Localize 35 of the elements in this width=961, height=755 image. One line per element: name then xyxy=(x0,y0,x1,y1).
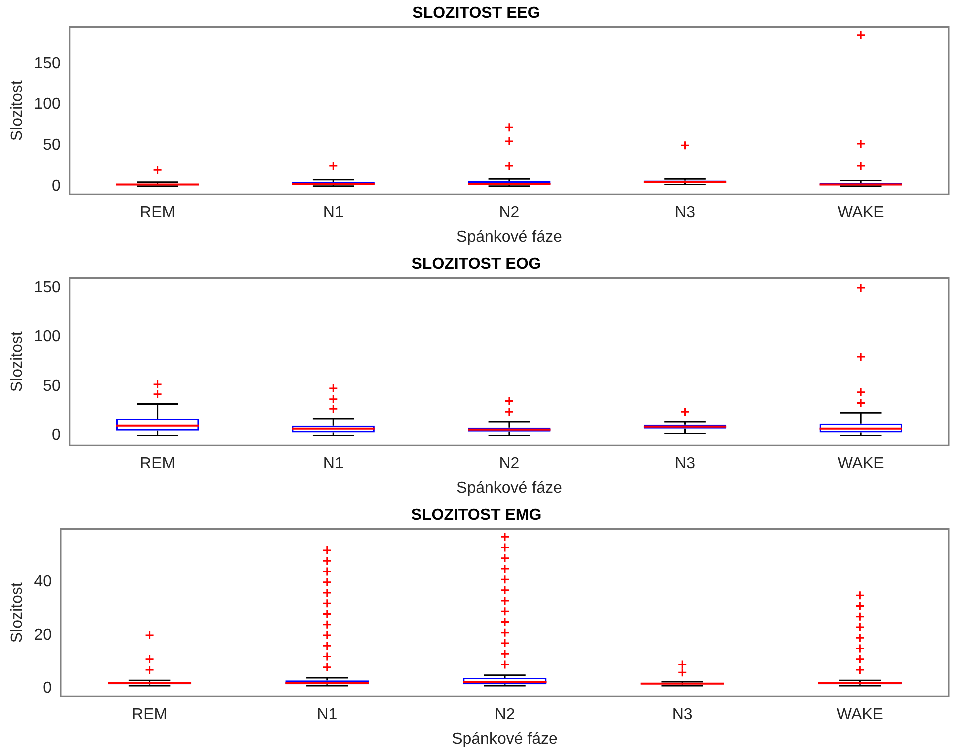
x-tick-label: N2 xyxy=(499,456,520,473)
y-tick-label: 100 xyxy=(34,96,61,114)
y-tick-label: 50 xyxy=(43,378,61,395)
y-tick-label: 40 xyxy=(34,574,52,591)
y-tick-label: 150 xyxy=(34,279,61,296)
y-tick-label: 0 xyxy=(43,680,52,698)
chart-title: SLOZITOST EEG xyxy=(412,5,540,22)
y-tick-label: 0 xyxy=(52,427,61,444)
x-tick-label: N1 xyxy=(317,706,338,724)
x-tick-label: N2 xyxy=(499,204,520,222)
x-axis-title: Spánkové fáze xyxy=(456,228,562,246)
y-tick-label: 100 xyxy=(34,328,61,346)
x-tick-label: N3 xyxy=(675,204,696,222)
x-tick-label: WAKE xyxy=(836,706,884,724)
x-tick-label: REM xyxy=(140,204,176,222)
y-tick-label: 20 xyxy=(34,626,52,644)
x-tick-label: WAKE xyxy=(838,456,884,473)
chart-title: SLOZITOST EMG xyxy=(411,507,542,524)
x-tick-label: WAKE xyxy=(838,204,884,222)
x-tick-label: N2 xyxy=(494,706,516,724)
x-tick-label: N3 xyxy=(672,706,693,724)
x-tick-label: N1 xyxy=(323,456,344,473)
x-axis-title: Spánkové fáze xyxy=(456,480,562,497)
x-tick-label: N1 xyxy=(323,204,344,222)
y-tick-label: 50 xyxy=(43,137,61,154)
x-axis-title: Spánkové fáze xyxy=(452,730,558,748)
x-tick-label: REM xyxy=(132,706,168,724)
x-tick-label: REM xyxy=(140,456,176,473)
y-axis-title: Slozitost xyxy=(9,331,26,392)
y-tick-label: 150 xyxy=(34,55,61,72)
chart-title: SLOZITOST EOG xyxy=(412,256,542,274)
y-axis-title: Slozitost xyxy=(9,80,26,142)
x-tick-label: N3 xyxy=(675,456,696,473)
y-axis-title: Slozitost xyxy=(9,582,26,644)
y-tick-label: 0 xyxy=(52,178,61,195)
